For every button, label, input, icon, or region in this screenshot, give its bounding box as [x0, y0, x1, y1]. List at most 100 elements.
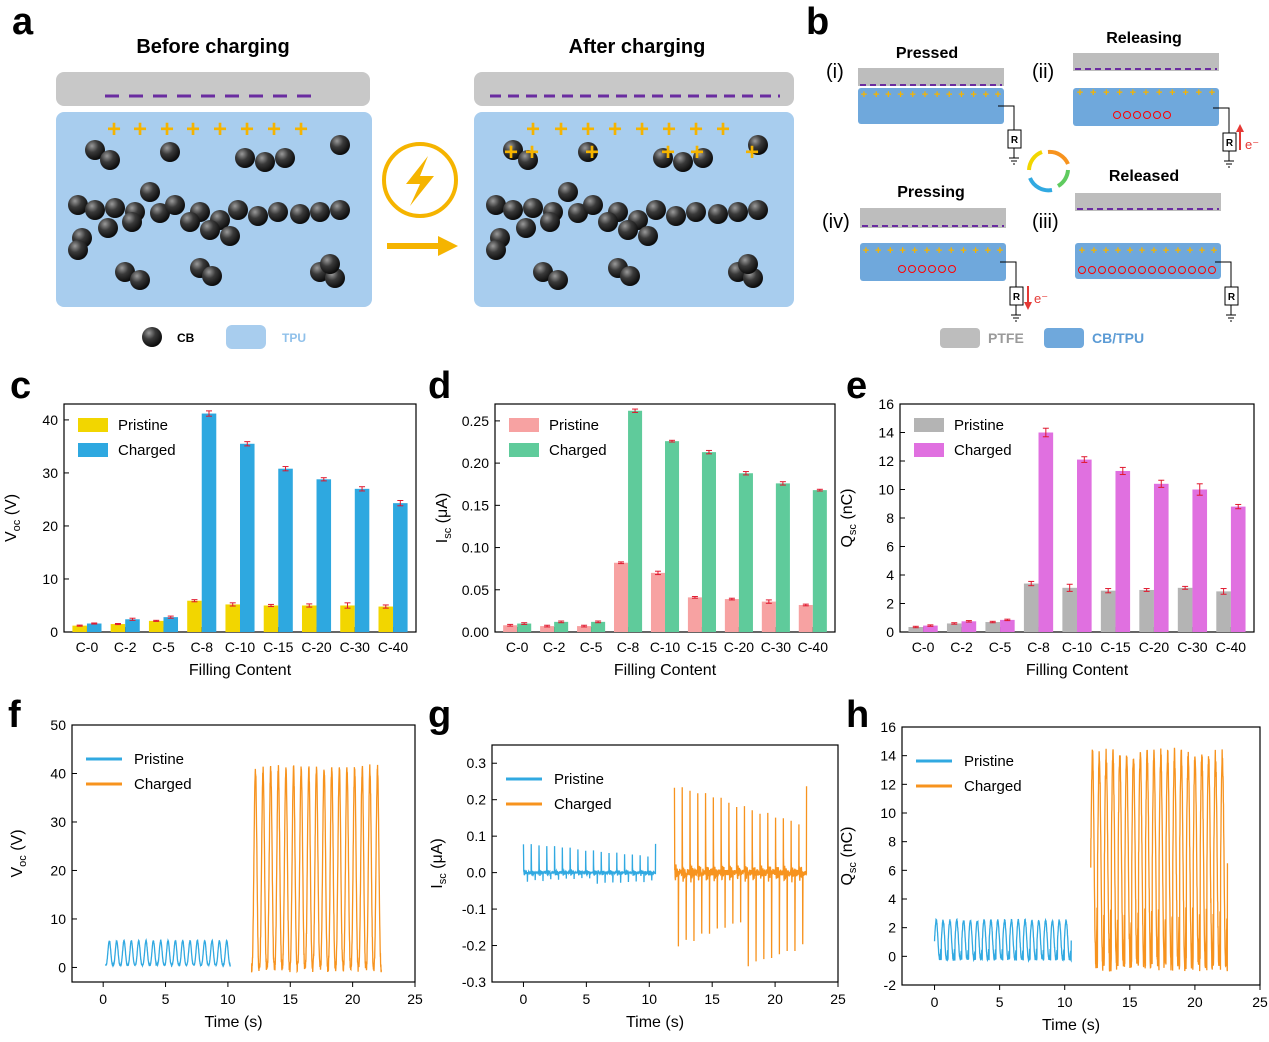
y-tick-label: 16	[880, 719, 896, 735]
stage-iii-cbtpu	[1075, 243, 1221, 279]
positive-charge: +	[1151, 245, 1157, 257]
panel-letter-e: e	[846, 365, 867, 407]
positive-charge: +	[1163, 245, 1169, 257]
x-tick-label: 15	[282, 991, 298, 1007]
positive-charge: +	[294, 116, 308, 143]
induced-charge	[1163, 111, 1171, 119]
chart-e: 0 2 4 6 8 10 12 14 16 C-0 C-2 C-5 C-8 C-10 C-15 C-20 C-3…	[839, 396, 1255, 679]
positive-charge: +	[635, 116, 649, 143]
positive-charge: +	[581, 116, 595, 143]
x-tick-label: C-10	[225, 639, 256, 655]
cb-particles-after	[486, 135, 768, 290]
plot-frame	[491, 744, 839, 983]
y-tick-label: 30	[50, 814, 66, 830]
positive-charge: +	[960, 245, 966, 257]
positive-charge: +	[662, 116, 676, 143]
lightning-icon	[382, 142, 458, 218]
x-tick-label: 25	[1252, 994, 1268, 1010]
cycle-icon	[1027, 149, 1070, 193]
cb-particles-before	[68, 135, 350, 290]
stage-i-title: Pressed	[896, 45, 958, 62]
y-tick-label: 0.3	[467, 755, 487, 771]
chart-g: -0.3 -0.2 -0.1 0.0 0.1 0.2 0.3 0 5 10 15 20 25 Time (…	[429, 744, 846, 1031]
induced-charge	[1158, 266, 1166, 274]
cb-particle	[516, 218, 536, 238]
cb-particle	[708, 204, 728, 224]
x-tick-label: 25	[407, 991, 423, 1007]
cb-particle	[686, 202, 706, 222]
x-axis-label: Filling Content	[614, 662, 717, 679]
cb-particle	[122, 212, 142, 232]
positive-charge: +	[1079, 245, 1085, 257]
stage-i-cbtpu	[858, 88, 1004, 124]
x-tick-label: C-8	[617, 639, 640, 655]
cb-particle	[748, 200, 768, 220]
positive-charge: +	[1130, 87, 1136, 99]
panel-letter-g: g	[428, 694, 451, 736]
bar-charged	[86, 623, 102, 632]
cb-legend-swatch	[142, 327, 162, 347]
electron-flow-up-arrow	[1236, 124, 1244, 150]
x-tick-label: 0	[99, 991, 107, 1007]
y-tick-label: 2	[888, 920, 896, 936]
bar-charged	[923, 625, 938, 632]
legend-ptfe-label: PTFE	[988, 330, 1024, 346]
legend-label: Pristine	[554, 771, 604, 788]
x-axis-label: Time (s)	[204, 1014, 262, 1031]
y-tick-label: 6	[886, 539, 894, 555]
stage-iv-cbtpu	[860, 243, 1006, 281]
positive-charge: +	[1156, 87, 1162, 99]
x-tick-label: C-0	[912, 639, 935, 655]
bar-pristine	[148, 620, 164, 632]
electron-label-ii: e⁻	[1245, 137, 1259, 152]
x-tick-label: C-8	[190, 639, 213, 655]
positive-charge: +	[504, 139, 518, 166]
induced-charge	[1118, 266, 1126, 274]
cb-particle	[150, 203, 170, 223]
x-tick-label: 15	[704, 991, 720, 1007]
panel-a: a Before charging After charging + + + + + + +…	[12, 1, 794, 349]
series-line-charged	[673, 786, 808, 967]
x-tick-label: 10	[1057, 994, 1073, 1010]
positive-charge: +	[525, 139, 539, 166]
positive-charge: +	[1187, 245, 1193, 257]
x-tick-label: C-30	[761, 639, 792, 655]
cb-particle	[85, 140, 105, 160]
bar-pristine	[985, 622, 1001, 632]
cb-particle	[666, 206, 686, 226]
x-tick-label: C-40	[1216, 639, 1247, 655]
y-tick-label: 14	[878, 425, 894, 441]
bar-charged	[240, 443, 255, 632]
cb-particle	[330, 200, 350, 220]
legend-tpu-label: TPU	[282, 331, 306, 345]
cb-particle	[140, 182, 160, 202]
cb-particle	[100, 150, 120, 170]
positive-charge: +	[899, 245, 905, 257]
cb-particle	[320, 254, 340, 274]
x-tick-label: C-20	[1139, 639, 1170, 655]
panel-letter-c: c	[10, 365, 31, 407]
x-tick-label: C-40	[378, 639, 409, 655]
stage-ii-cbtpu	[1073, 88, 1219, 126]
positive-charge: +	[861, 89, 867, 101]
x-tick-label: C-15	[263, 639, 294, 655]
positive-charge: +	[922, 89, 928, 101]
positive-charge: +	[910, 89, 916, 101]
induced-charge	[918, 265, 926, 273]
positive-charge: +	[997, 245, 1003, 257]
bar-pristine	[1023, 583, 1039, 632]
positive-charge: +	[240, 116, 254, 143]
y-tick-label: 30	[42, 465, 58, 481]
bar-pristine	[187, 600, 202, 632]
cb-particle	[620, 266, 640, 286]
bar-charged	[628, 410, 643, 632]
cb-particle	[235, 148, 255, 168]
cb-particle	[200, 220, 220, 240]
bar-pristine	[378, 606, 394, 632]
stage-ii-ptfe	[1073, 53, 1219, 71]
cb-particle	[653, 148, 673, 168]
positive-charge: +	[716, 116, 730, 143]
series-line-pristine	[522, 843, 657, 884]
panel-letter-d: d	[428, 365, 451, 407]
stage-i-ptfe	[858, 68, 1004, 86]
